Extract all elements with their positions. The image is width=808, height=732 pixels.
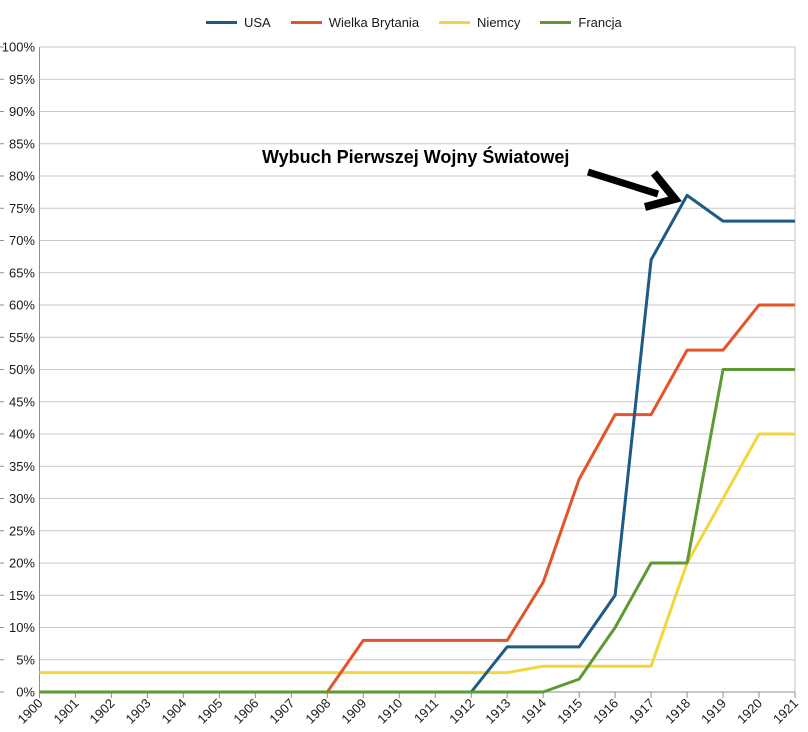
- series-line-niemcy: [39, 432, 795, 675]
- x-tick-label: 1909: [338, 696, 369, 727]
- y-tick-label: 90%: [9, 104, 35, 119]
- x-tick-label: 1902: [87, 696, 118, 727]
- legend-item-wielka-brytania: Wielka Brytania: [290, 15, 420, 30]
- legend-item-label: Niemcy: [477, 15, 521, 30]
- y-tick-label: 80%: [9, 169, 35, 184]
- legend-item-francja: Francja: [540, 15, 622, 30]
- y-tick-label: 50%: [9, 362, 35, 377]
- y-tick-label: 100%: [2, 40, 36, 55]
- x-tick-label: 1919: [698, 696, 729, 727]
- y-tick-label: 35%: [9, 459, 35, 474]
- x-tick-label: 1920: [734, 696, 765, 727]
- x-tick-label: 1914: [518, 696, 549, 727]
- y-tick-label: 55%: [9, 330, 35, 345]
- x-tick-label: 1901: [51, 696, 82, 727]
- x-tick-label: 1910: [374, 696, 405, 727]
- y-tick-label: 85%: [9, 136, 35, 151]
- x-tick-label: 1917: [626, 696, 657, 727]
- legend-item-niemcy: Niemcy: [439, 15, 520, 30]
- annotation-text: Wybuch Pierwszej Wojny Światowej: [262, 147, 570, 167]
- legend-item-usa: USA: [206, 15, 271, 30]
- legend-line-swatch: [290, 21, 322, 24]
- y-tick-label: 25%: [9, 523, 35, 538]
- y-tick-label: 40%: [9, 427, 35, 442]
- y-tick-label: 70%: [9, 233, 35, 248]
- x-tick-label: 1907: [266, 696, 297, 727]
- y-tick-label: 45%: [9, 394, 35, 409]
- legend-item-label: Francja: [578, 15, 622, 30]
- y-tick-label: 60%: [9, 298, 35, 313]
- y-tick-label: 75%: [9, 201, 35, 216]
- y-tick-label: 5%: [16, 652, 35, 667]
- legend-line-swatch: [206, 21, 237, 24]
- x-tick-label: 1912: [446, 696, 477, 727]
- y-tick-label: 15%: [9, 588, 35, 603]
- x-tick-label: 1918: [662, 696, 693, 727]
- x-tick-label: 1900: [15, 696, 46, 727]
- legend-line-swatch: [439, 21, 471, 24]
- y-tick-label: 65%: [9, 265, 35, 280]
- x-tick-label: 1906: [230, 696, 261, 727]
- series-line-francja: [39, 368, 795, 694]
- x-tick-label: 1904: [158, 696, 189, 727]
- y-tick-label: 0%: [16, 685, 35, 700]
- chart-legend: USA Wielka Brytania Niemcy Francja: [206, 15, 622, 30]
- legend-item-label: USA: [244, 15, 271, 30]
- y-tick-label: 10%: [9, 620, 35, 635]
- y-tick-label: 30%: [9, 491, 35, 506]
- series-line-usa: [39, 193, 795, 694]
- legend-item-label: Wielka Brytania: [328, 15, 420, 30]
- y-tick-label: 20%: [9, 556, 35, 571]
- x-tick-label: 1913: [482, 696, 513, 727]
- legend-line-swatch: [540, 21, 572, 24]
- x-tick-label: 1905: [194, 696, 225, 727]
- x-tick-label: 1921: [770, 696, 801, 727]
- x-tick-label: 1911: [411, 696, 441, 726]
- y-tick-label: 95%: [9, 72, 35, 87]
- x-tick-label: 1908: [302, 696, 333, 727]
- x-tick-label: 1916: [590, 696, 621, 727]
- x-tick-label: 1915: [554, 696, 585, 727]
- x-tick-label: 1903: [122, 696, 153, 727]
